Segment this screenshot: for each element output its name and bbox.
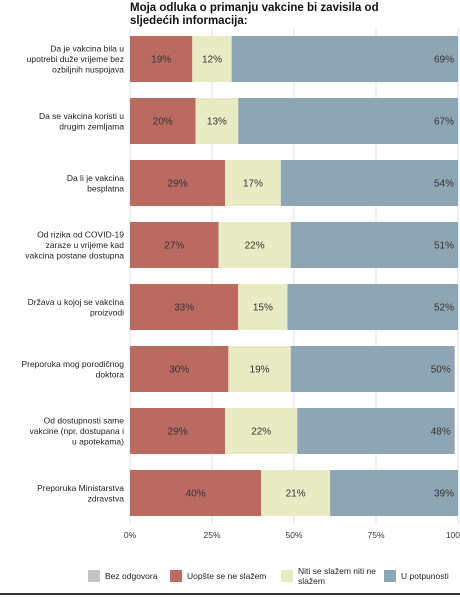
bar-1-series-4 xyxy=(231,36,458,82)
category-label-2: Da se vakcina koristi u drugim zemljama xyxy=(39,111,124,132)
bar-3-series-4 xyxy=(280,160,458,206)
x-tick-label-0: 0% xyxy=(124,530,137,540)
bar-5-series-3 xyxy=(238,284,288,330)
x-tick-label-2: 50% xyxy=(285,530,302,540)
x-tick-label-4: 100 xyxy=(446,530,460,540)
data-label-2-series-4: 67% xyxy=(434,117,454,128)
bar-5-series-4 xyxy=(287,284,458,330)
legend: Bez odgovora Uopšte se ne slažem Niti se… xyxy=(88,563,460,589)
data-label-2-series-2: 20% xyxy=(153,117,173,128)
stacked-bar-chart: 19% 12% 69% Da je vakcina bila u upotrebi du… xyxy=(21,28,460,540)
x-tick-label-3: 75% xyxy=(367,530,384,540)
data-label-7-series-4: 48% xyxy=(431,427,451,438)
category-label-8: Preporuka Ministarstva zdravstva xyxy=(37,483,124,504)
bar-5-series-2 xyxy=(130,284,239,330)
bar-6-series-2 xyxy=(130,346,229,392)
data-label-5-series-3: 15% xyxy=(253,303,273,314)
category-label-4: Od rizika od COVID-19 zaraze u vrijeme ka… xyxy=(25,230,124,261)
bar-1-series-3 xyxy=(192,36,232,82)
bar-7-series-2 xyxy=(130,408,226,454)
data-label-3-series-3: 17% xyxy=(243,179,263,190)
data-label-8-series-3: 21% xyxy=(286,489,306,500)
data-label-7-series-3: 22% xyxy=(251,427,271,438)
data-label-1-series-2: 19% xyxy=(151,55,171,66)
legend-label-disagree: Uopšte se ne slažem xyxy=(187,571,267,581)
bar-3-series-3 xyxy=(225,160,281,206)
category-label-5: Država u kojoj se vakcina proizvodi xyxy=(28,297,125,318)
legend-item-no-answer: Bez odgovora xyxy=(88,563,157,589)
legend-item-agree: U potpunosti xyxy=(384,563,449,589)
bar-6-series-3 xyxy=(228,346,291,392)
data-label-3-series-4: 54% xyxy=(434,179,454,190)
legend-label-agree: U potpunosti xyxy=(401,571,449,581)
chart-title: Moja odluka o primanju vakcine bi zavisi… xyxy=(130,2,379,27)
data-label-6-series-4: 50% xyxy=(431,365,451,376)
legend-item-disagree: Uopšte se ne slažem xyxy=(170,563,266,589)
legend-swatch-no-answer xyxy=(88,570,100,582)
data-label-6-series-2: 30% xyxy=(169,365,189,376)
bar-8-series-4 xyxy=(330,470,458,516)
bar-7-series-3 xyxy=(225,408,298,454)
bar-7-series-4 xyxy=(297,408,455,454)
bar-1-series-2 xyxy=(130,36,193,82)
legend-swatch-agree xyxy=(384,570,396,582)
bar-2-series-4 xyxy=(238,98,458,144)
category-label-1: Da je vakcina bila u upotrebi duže vrijem… xyxy=(27,44,125,75)
bar-2-series-3 xyxy=(195,98,239,144)
data-label-5-series-4: 52% xyxy=(434,303,454,314)
bar-6-series-4 xyxy=(290,346,455,392)
bar-4-series-4 xyxy=(290,222,458,268)
data-label-1-series-3: 12% xyxy=(202,55,222,66)
data-label-1-series-4: 69% xyxy=(434,55,454,66)
data-label-7-series-2: 29% xyxy=(168,427,188,438)
legend-item-neutral: Niti se slažem niti ne slažem xyxy=(281,563,376,589)
category-label-6: Preporuka mog porodičnog doktora xyxy=(21,359,124,380)
bar-8-series-3 xyxy=(261,470,331,516)
bar-3-series-2 xyxy=(130,160,226,206)
data-label-3-series-2: 29% xyxy=(168,179,188,190)
data-label-8-series-2: 40% xyxy=(186,489,206,500)
bar-4-series-2 xyxy=(130,222,219,268)
legend-label-no-answer: Bez odgovora xyxy=(105,571,158,581)
data-label-8-series-4: 39% xyxy=(434,489,454,500)
bar-2-series-2 xyxy=(130,98,196,144)
data-label-6-series-3: 19% xyxy=(250,365,270,376)
legend-label-neutral: Niti se slažem niti ne slažem xyxy=(298,566,376,586)
bar-4-series-3 xyxy=(218,222,291,268)
bottom-rule xyxy=(0,593,460,595)
data-label-4-series-3: 22% xyxy=(245,241,265,252)
category-label-3: Da li je vakcina besplatna xyxy=(67,173,124,194)
data-label-4-series-4: 51% xyxy=(434,241,454,252)
data-label-4-series-2: 27% xyxy=(164,241,184,252)
data-label-2-series-3: 13% xyxy=(207,117,227,128)
x-tick-label-1: 25% xyxy=(203,530,220,540)
category-label-7: Od dostupnosti same vakcine (npr. dostupa… xyxy=(29,416,124,447)
data-label-5-series-2: 33% xyxy=(174,303,194,314)
bar-8-series-2 xyxy=(130,470,262,516)
legend-swatch-neutral xyxy=(281,570,293,582)
legend-swatch-disagree xyxy=(170,570,182,582)
